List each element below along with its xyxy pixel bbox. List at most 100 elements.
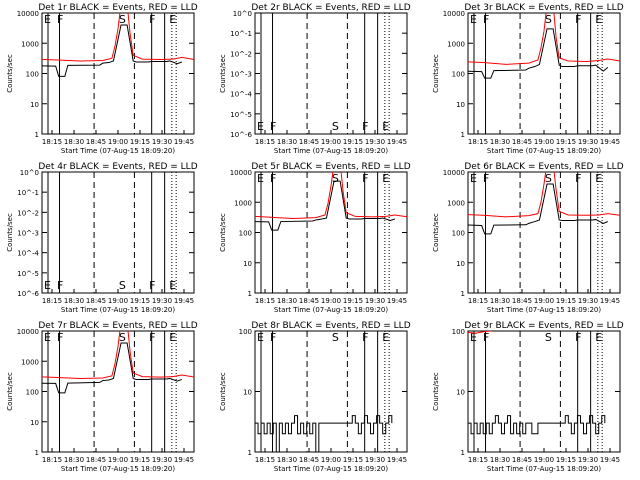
x-tick-label: 19:15	[130, 297, 150, 305]
panel-title: Det 5r BLACK = Events, RED = LLD	[251, 162, 410, 172]
y-tick-label: 10	[456, 101, 465, 109]
event-marker: F	[270, 331, 276, 344]
y-axis-label: Counts/sec	[432, 213, 440, 252]
y-tick-label: 10000	[230, 169, 252, 177]
x-tick-label: 18:30	[64, 456, 84, 464]
x-tick-label: 19:45	[174, 138, 194, 146]
x-tick-label: 19:30	[578, 456, 598, 464]
x-tick-label: 18:45	[512, 297, 532, 305]
y-tick-label: 10	[30, 101, 39, 109]
event-marker: E	[257, 331, 264, 344]
x-axis-label: Start Time (07-Aug-15 18:09:20)	[487, 465, 601, 473]
event-marker: E	[169, 331, 176, 344]
x-axis-label: Start Time (07-Aug-15 18:09:20)	[274, 465, 388, 473]
x-tick-label: 19:00	[108, 138, 128, 146]
x-tick-label: 18:30	[64, 138, 84, 146]
x-axis-label: Start Time (07-Aug-15 18:09:20)	[487, 306, 601, 314]
events-series	[468, 416, 605, 434]
x-tick-label: 19:30	[365, 297, 385, 305]
event-marker: E	[470, 13, 477, 26]
event-marker: E	[257, 120, 264, 133]
x-tick-label: 18:30	[277, 297, 297, 305]
event-marker: E	[44, 279, 51, 292]
event-marker: S	[332, 120, 339, 133]
y-tick-label: 10^-3	[230, 71, 252, 79]
y-tick-label: 100	[239, 230, 252, 238]
x-tick-label: 19:30	[578, 297, 598, 305]
panel-title: Det 6r BLACK = Events, RED = LLD	[464, 162, 623, 172]
event-marker: E	[470, 172, 477, 185]
x-tick-label: 18:15	[42, 456, 62, 464]
y-axis-label: Counts/sec	[432, 372, 440, 411]
y-tick-label: 1000	[447, 40, 465, 48]
x-axis-label: Start Time (07-Aug-15 18:09:20)	[61, 465, 175, 473]
event-marker: E	[382, 331, 389, 344]
x-tick-label: 18:15	[42, 297, 62, 305]
x-tick-label: 19:45	[600, 138, 620, 146]
event-marker: S	[119, 279, 126, 292]
x-tick-label: 18:30	[490, 297, 510, 305]
event-marker: E	[44, 13, 51, 26]
x-tick-label: 18:30	[490, 138, 510, 146]
y-tick-label: 100	[452, 71, 465, 79]
x-tick-label: 19:00	[108, 456, 128, 464]
events-series	[34, 25, 181, 76]
y-tick-label: 100	[26, 389, 39, 397]
y-tick-label: 10^-2	[230, 50, 252, 58]
y-tick-label: 1000	[21, 358, 39, 366]
x-tick-label: 19:15	[343, 456, 363, 464]
events-series	[255, 416, 392, 452]
y-tick-label: 10^-5	[230, 111, 252, 119]
panel-9: Det 9r BLACK = Events, RED = LLD 1 10 100 Co…	[432, 321, 624, 473]
panel-title: Det 9r BLACK = Events, RED = LLD	[464, 321, 623, 331]
x-tick-label: 19:15	[130, 138, 150, 146]
plot-frame	[255, 13, 407, 134]
x-tick-label: 18:30	[277, 456, 297, 464]
panel-4: Det 4r BLACK = Events, RED = LLD10^-610^…	[6, 162, 198, 314]
event-marker: F	[362, 120, 368, 133]
y-tick-label: 10	[243, 260, 252, 268]
y-axis-label: Counts/sec	[219, 372, 227, 411]
y-axis-label: Counts/sec	[6, 372, 14, 411]
event-marker: F	[57, 279, 63, 292]
x-tick-label: 18:45	[86, 456, 106, 464]
panel-title: Det 4r BLACK = Events, RED = LLD	[38, 162, 197, 172]
y-tick-label: 10000	[17, 10, 39, 18]
event-marker: F	[149, 331, 155, 344]
events-series	[460, 29, 607, 78]
x-tick-label: 19:45	[387, 297, 407, 305]
x-tick-label: 19:00	[108, 297, 128, 305]
y-tick-label: 100	[26, 71, 39, 79]
x-tick-label: 19:00	[321, 297, 341, 305]
x-tick-label: 19:15	[556, 456, 576, 464]
x-tick-label: 19:00	[534, 297, 554, 305]
x-tick-label: 18:45	[299, 297, 319, 305]
y-tick-label: 100	[452, 328, 465, 336]
event-marker: F	[57, 331, 63, 344]
panel-1: Det 1r BLACK = Events, RED = LLD 1 10 100 10…	[6, 3, 198, 155]
event-marker: E	[382, 120, 389, 133]
y-tick-label: 10^-3	[17, 230, 39, 238]
x-tick-label: 18:15	[255, 297, 275, 305]
x-tick-label: 18:45	[512, 138, 532, 146]
x-axis-label: Start Time (07-Aug-15 18:09:20)	[61, 306, 175, 314]
event-marker: E	[44, 331, 51, 344]
x-tick-label: 19:45	[387, 138, 407, 146]
x-tick-label: 19:15	[556, 297, 576, 305]
y-tick-label: 10^-1	[17, 189, 39, 197]
x-tick-label: 19:15	[556, 138, 576, 146]
y-tick-label: 10^0	[233, 10, 252, 18]
event-marker: F	[575, 331, 581, 344]
x-tick-label: 19:30	[365, 456, 385, 464]
x-axis-label: Start Time (07-Aug-15 18:09:20)	[487, 147, 601, 155]
x-tick-label: 18:15	[255, 456, 275, 464]
events-series	[34, 343, 181, 393]
y-tick-label: 100	[239, 328, 252, 336]
event-marker: F	[575, 172, 581, 185]
x-tick-label: 19:45	[387, 456, 407, 464]
x-tick-label: 19:45	[174, 297, 194, 305]
event-marker: F	[483, 13, 489, 26]
panel-title: Det 1r BLACK = Events, RED = LLD	[38, 3, 197, 13]
y-tick-label: 10^-2	[17, 209, 39, 217]
event-marker: F	[362, 331, 368, 344]
